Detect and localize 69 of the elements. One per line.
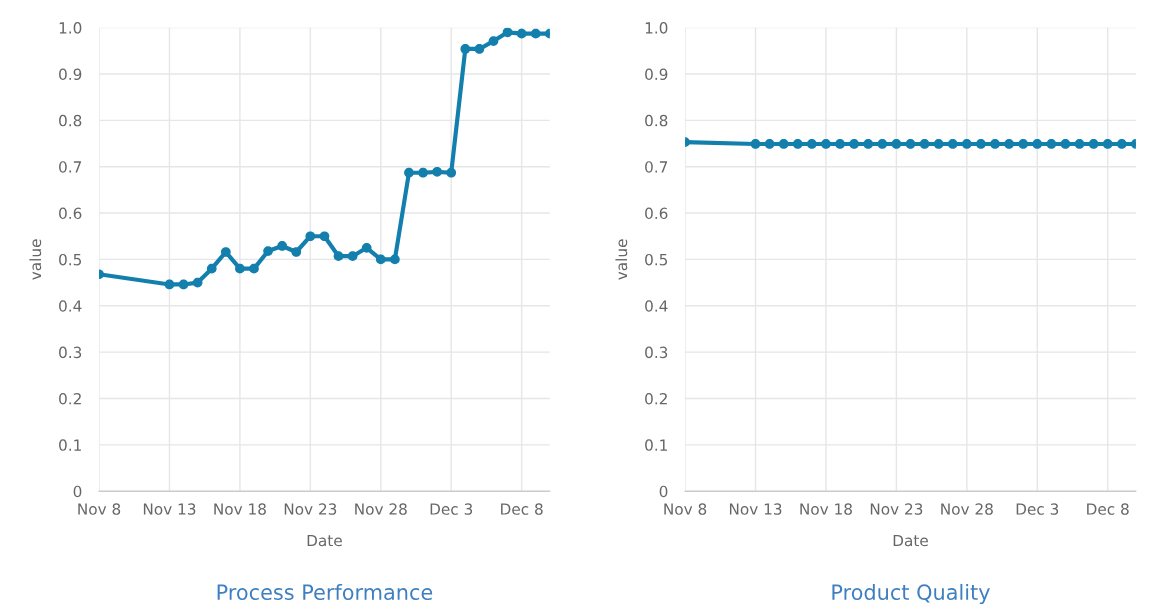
x-tick-label: Nov 23 [284,503,337,515]
point [404,167,414,178]
x-tick-label: Dec 3 [430,503,473,515]
y-tick-label: 0 [659,485,668,498]
y-tick-label: 0.6 [645,207,668,220]
point [319,231,330,242]
x-tick-label: Dec 3 [1016,503,1059,515]
x-tick-label: Nov 13 [729,503,782,515]
point [333,251,344,262]
y-tick-label: 0.9 [645,68,668,81]
y-tick-label: 0.3 [645,346,668,359]
x-tick-label: Nov 18 [214,503,266,515]
y-tick-label: 0.8 [59,114,82,127]
text: Product Quality [832,583,990,605]
y-axis-title: value [29,239,42,280]
point [347,251,358,262]
x-tick-label: Nov 13 [143,503,196,515]
point [220,247,231,257]
point [502,27,513,38]
y-tick-label: 0.9 [59,68,82,81]
point [530,28,541,39]
point [164,279,175,290]
y-tick-label: 0.7 [59,161,82,173]
point [263,246,273,256]
point [488,36,499,46]
point [361,242,372,253]
point [305,231,316,242]
text: Process Performance [217,583,433,601]
point [516,28,527,39]
x-tick-label: Nov 23 [870,503,923,515]
y-tick-label: 0.2 [645,392,667,405]
y-tick-label: 1.0 [59,22,82,34]
y-tick-label: 0.5 [59,253,82,266]
point [291,247,302,257]
y-tick-label: 1.0 [645,22,668,34]
x-tick-label: Nov 8 [78,503,121,515]
x-tick-label: Dec 8 [501,503,543,515]
y-tick-label: 0.3 [59,346,82,359]
point [235,263,245,274]
y-axis-title: value [615,239,628,280]
y-tick-label: 0.2 [59,392,81,405]
point [375,254,386,265]
point [418,167,428,178]
point [249,263,259,274]
y-tick-label: 0.4 [645,300,668,312]
x-tick-label: Nov 28 [355,503,407,515]
point [460,44,471,54]
x-tick-label: Dec 8 [1087,503,1129,515]
y-tick-label: 0.8 [645,114,668,127]
point [390,254,400,265]
x-tick-label: Nov 18 [800,503,852,515]
y-tick-label: 0.1 [59,439,81,451]
y-tick-label: 0.7 [645,161,668,173]
x-tick-label: Nov 8 [664,503,707,515]
x-axis-title: Date [893,534,928,547]
point [206,263,217,274]
x-axis-title: Date [307,534,342,547]
y-tick-label: 0.5 [645,253,668,266]
x-tick-label: Nov 28 [941,503,993,515]
point [178,279,189,290]
point [277,241,288,251]
y-tick-label: 0.4 [59,300,82,312]
y-tick-label: 0 [73,485,82,498]
y-tick-label: 0.6 [59,207,82,220]
point [474,44,485,54]
point [192,277,203,288]
point [432,166,442,177]
y-tick-label: 0.1 [645,439,667,451]
point [446,167,457,178]
